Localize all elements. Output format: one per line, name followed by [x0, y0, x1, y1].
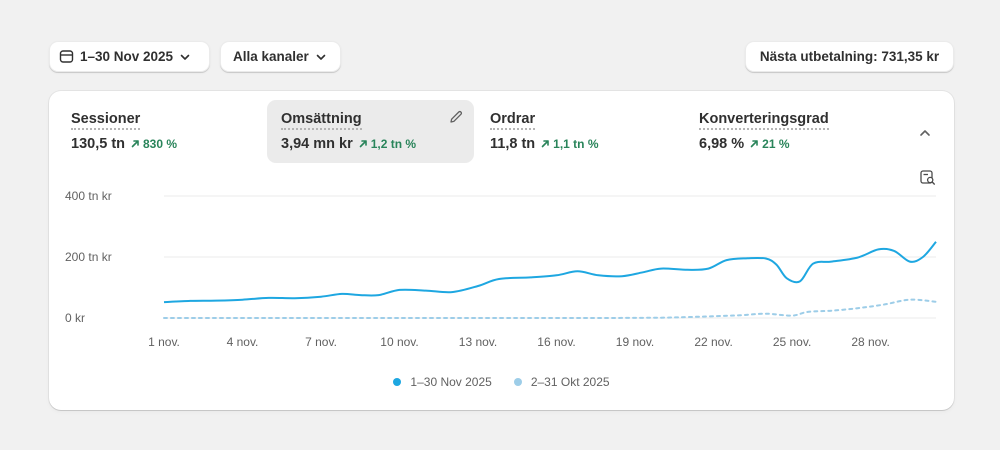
- metric-label: Omsättning: [281, 110, 362, 130]
- x-tick-label: 13 nov.: [459, 335, 497, 349]
- revenue-line-chart: 0 kr 200 tn kr 400 tn kr 1 nov. 4 nov. 7 nov.…: [65, 189, 937, 349]
- y-tick-label: 400 tn kr: [65, 189, 112, 203]
- metric-value: 3,94 mn kr: [281, 136, 353, 152]
- metric-sessions[interactable]: Sessioner 130,5 tn 830 %: [57, 100, 264, 163]
- x-tick-label: 7 nov.: [305, 335, 337, 349]
- metric-change-text: 1,2 tn %: [370, 136, 417, 151]
- metric-change-text: 830 %: [143, 136, 178, 151]
- channel-filter-label: Alla kanaler: [233, 49, 309, 64]
- channel-filter-button[interactable]: Alla kanaler: [220, 41, 341, 72]
- x-tick-label: 22 nov.: [694, 335, 732, 349]
- metric-label: Konverteringsgrad: [699, 110, 829, 130]
- metric-change-text: 21 %: [762, 136, 790, 151]
- series-line-current: [163, 241, 937, 304]
- chevron-up-icon: [920, 130, 930, 136]
- metric-change: 1,2 tn %: [359, 137, 416, 151]
- analytics-card: Sessioner 130,5 tn 830 % Omsättning 3,94…: [49, 91, 954, 410]
- chart-legend: 1–30 Nov 2025 2–31 Okt 2025: [49, 375, 954, 389]
- metric-conversion-rate[interactable]: Konverteringsgrad 6,98 % 21 %: [685, 100, 892, 163]
- y-tick-label: 200 tn kr: [65, 250, 112, 264]
- metric-change-text: 1,1 tn %: [553, 136, 599, 151]
- x-tick-label: 25 nov.: [773, 335, 811, 349]
- chart-zoom-button[interactable]: [919, 169, 937, 187]
- metric-change: 1,1 tn %: [541, 136, 599, 151]
- metric-label: Sessioner: [71, 110, 141, 130]
- x-tick-label: 10 nov.: [380, 335, 418, 349]
- legend-label-current: 1–30 Nov 2025: [410, 375, 492, 389]
- zoom-icon: [920, 170, 936, 185]
- arrow-up-right-icon: [541, 140, 549, 148]
- arrow-up-right-icon: [131, 140, 139, 148]
- legend-item-previous[interactable]: 2–31 Okt 2025: [513, 375, 610, 389]
- pencil-icon[interactable]: [448, 109, 464, 130]
- metric-value: 11,8 tn: [490, 136, 536, 152]
- legend-label-previous: 2–31 Okt 2025: [530, 375, 610, 389]
- x-tick-label: 19 nov.: [616, 335, 654, 349]
- legend-dot-previous: [513, 378, 522, 386]
- x-tick-label: 4 nov.: [227, 335, 259, 349]
- arrow-up-right-icon: [359, 140, 367, 148]
- metric-orders[interactable]: Ordrar 11,8 tn 1,1 tn %: [476, 100, 683, 163]
- x-tick-label: 28 nov.: [851, 335, 889, 349]
- arrow-up-right-icon: [750, 140, 758, 148]
- metric-change: 830 %: [131, 137, 177, 151]
- metric-label: Ordrar: [490, 110, 536, 130]
- next-payout-label: Nästa utbetalning: 731,35 kr: [759, 49, 940, 64]
- metric-revenue[interactable]: Omsättning 3,94 mn kr 1,2 tn %: [267, 100, 474, 163]
- series-line-previous: [163, 298, 937, 320]
- metric-value: 130,5 tn: [71, 136, 125, 152]
- metric-value: 6,98 %: [699, 136, 745, 152]
- legend-dot-current: [393, 378, 402, 386]
- legend-item-current[interactable]: 1–30 Nov 2025: [393, 375, 492, 389]
- date-range-label: 1–30 Nov 2025: [80, 49, 174, 64]
- x-tick-label: 16 nov.: [537, 335, 575, 349]
- y-tick-label: 0 kr: [65, 311, 85, 325]
- metric-change: 21 %: [750, 136, 790, 151]
- date-range-button[interactable]: 1–30 Nov 2025: [49, 41, 210, 72]
- chevron-down-icon: [179, 51, 191, 63]
- chevron-down-icon: [315, 51, 327, 63]
- x-tick-label: 1 nov.: [148, 335, 180, 349]
- next-payout-button[interactable]: Nästa utbetalning: 731,35 kr: [745, 41, 954, 72]
- collapse-button[interactable]: [915, 123, 935, 143]
- calendar-icon: [59, 49, 74, 64]
